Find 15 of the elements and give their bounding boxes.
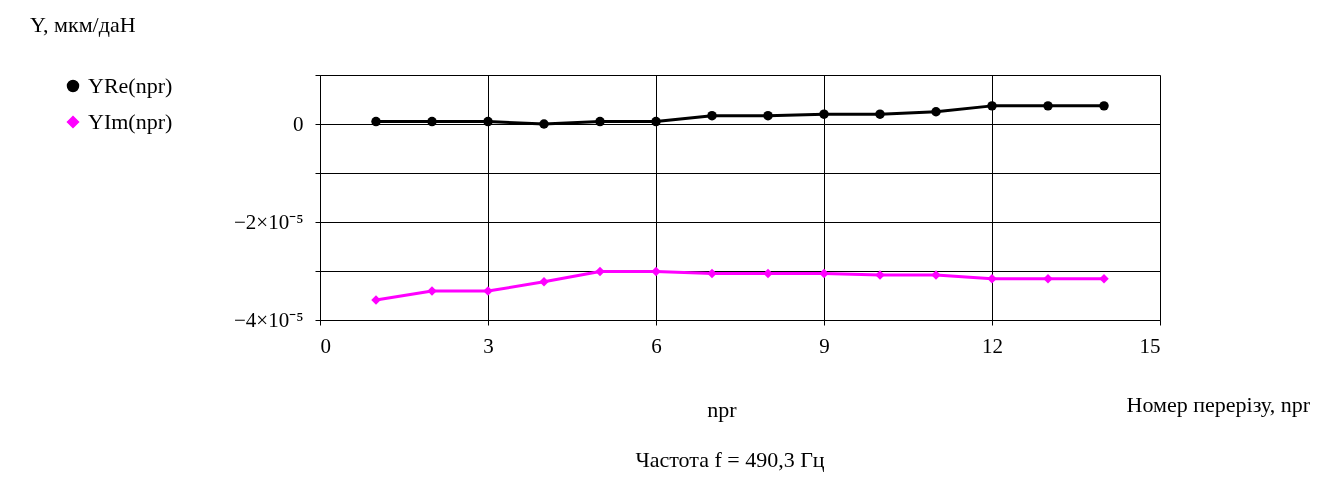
y-tick-label: 0 — [293, 111, 304, 136]
x-tick-label: 15 — [1139, 333, 1161, 358]
legend-label: YRe(npr) — [88, 73, 173, 98]
x-axis-title: Номер перерізу, npr — [1126, 392, 1311, 417]
y-tick-label: −2×10⁻⁵ — [233, 209, 304, 234]
text: npr — [707, 397, 738, 422]
x-tick-label: 3 — [483, 333, 494, 358]
x-tick-label: 0 — [320, 333, 331, 358]
text: Частота f = 490,3 Гц — [635, 447, 825, 472]
legend-label: YIm(npr) — [88, 109, 173, 134]
x-tick-label: 6 — [651, 333, 662, 358]
y-axis-title: Y, мкм/даН — [30, 12, 136, 37]
x-tick-label: 9 — [819, 333, 830, 358]
x-tick-label: 12 — [982, 333, 1003, 358]
y-tick-label: −4×10⁻⁵ — [233, 307, 304, 332]
